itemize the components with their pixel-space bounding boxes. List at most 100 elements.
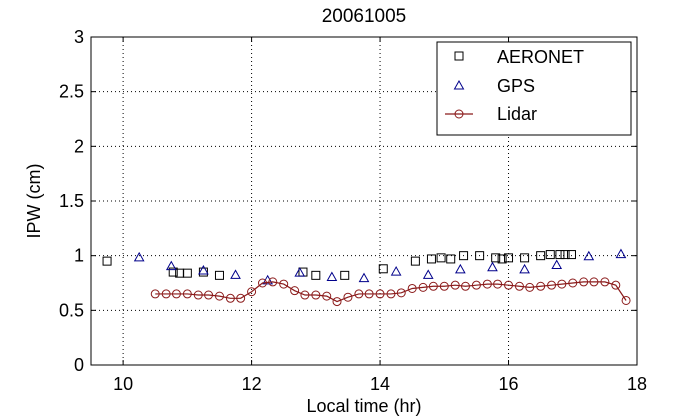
aeronet-point [182, 268, 192, 278]
lidar-point [311, 290, 321, 300]
lidar-point [471, 280, 481, 290]
aeronet-point [459, 251, 469, 261]
gps-point [390, 266, 402, 276]
lidar-point [193, 290, 203, 300]
lidar-point [439, 281, 449, 291]
x-tick-label: 18 [627, 374, 647, 394]
aeronet-point [566, 250, 576, 260]
y-tick-label: 0.5 [59, 300, 84, 320]
aeronet-point [378, 264, 388, 274]
lidar-point [290, 286, 300, 296]
lidar-point [525, 282, 535, 292]
x-axis-label: Local time (hr) [306, 396, 421, 416]
lidar-point [493, 279, 503, 289]
aeronet-point [446, 254, 456, 264]
gps-point [165, 260, 177, 271]
lidar-point [364, 289, 374, 299]
plot-area [90, 36, 638, 366]
lidar-point [407, 283, 417, 293]
x-tick-labels: 10 12 14 16 18 [113, 374, 647, 394]
lidar-point [236, 293, 246, 303]
y-tick-label: 3 [74, 27, 84, 47]
lidar-point [343, 292, 353, 302]
lidar-point [579, 277, 589, 287]
gps-point [615, 248, 627, 259]
y-axis-label: IPW (cm) [24, 164, 44, 239]
gps-point [133, 251, 145, 262]
legend-aeronet-marker [454, 51, 464, 61]
x-tick-label: 14 [370, 374, 390, 394]
y-tick-label: 2.5 [59, 82, 84, 102]
lidar-point [568, 278, 578, 288]
y-tick-label: 1.5 [59, 191, 84, 211]
lidar-point [450, 280, 460, 290]
lidar-point [514, 281, 524, 291]
aeronet-point [340, 270, 350, 280]
lidar-point [171, 289, 181, 299]
lidar-point [386, 289, 396, 299]
lidar-point [268, 277, 278, 287]
aeronet-point [545, 250, 555, 260]
lidar-point [557, 279, 567, 289]
lidar-point [150, 289, 160, 299]
gps-point [454, 263, 466, 274]
lidar-point [225, 293, 235, 303]
aeronet-point [102, 256, 112, 266]
lidar-point [182, 289, 192, 299]
aeronet-point [214, 270, 224, 280]
lidar-point [536, 281, 546, 291]
aeronet-point [520, 253, 530, 263]
aeronet-point [436, 253, 446, 263]
x-tick-label: 12 [242, 374, 262, 394]
lidar-point [279, 279, 289, 289]
aeronet-point [497, 254, 507, 264]
lidar-point [611, 280, 621, 290]
y-tick-labels: 0 0.5 1 1.5 2 2.5 3 [59, 27, 84, 375]
lidar-point [418, 282, 428, 292]
lidar-point [332, 297, 342, 307]
lidar-point [547, 280, 557, 290]
lidar-point [161, 289, 171, 299]
legend-aeronet-label: AERONET [497, 47, 584, 67]
aeronet-point [410, 256, 420, 266]
aeronet-point [504, 253, 514, 263]
series-lidar [150, 277, 631, 307]
aeronet-point [555, 250, 565, 260]
y-tick-label: 1 [74, 246, 84, 266]
aeronet-point [198, 267, 208, 277]
legend-lidar-marker [454, 109, 464, 119]
legend-gps-label: GPS [497, 76, 535, 96]
gps-point [487, 261, 498, 272]
lidar-point [589, 277, 599, 287]
lidar-point [482, 279, 492, 289]
data-series [102, 248, 631, 307]
legend-entry-lidar: Lidar [445, 104, 537, 124]
gps-point [551, 259, 563, 270]
gps-point [519, 263, 530, 274]
lidar-point [214, 291, 224, 301]
lidar-point [300, 290, 310, 300]
aeronet-point [168, 267, 178, 277]
series-gps [133, 248, 627, 285]
aeronet-point [536, 251, 546, 261]
lidar-point [504, 280, 514, 290]
gps-point [358, 272, 370, 283]
y-tick-label: 2 [74, 136, 84, 156]
lidar-point [354, 289, 364, 299]
gps-point [583, 250, 595, 261]
lidar-point [396, 288, 406, 298]
lidar-point [322, 291, 332, 301]
legend-lidar-label: Lidar [497, 104, 537, 124]
lidar-point [375, 289, 385, 299]
gps-point [294, 267, 306, 277]
aeronet-point [491, 253, 501, 263]
gps-point [198, 264, 209, 275]
chart-title: 20061005 [322, 6, 407, 27]
lidar-point [204, 290, 214, 300]
lidar-point [258, 278, 268, 288]
lidar-point [600, 277, 610, 287]
lidar-point [428, 281, 438, 291]
aeronet-point [426, 254, 436, 264]
lidar-point [247, 287, 257, 297]
